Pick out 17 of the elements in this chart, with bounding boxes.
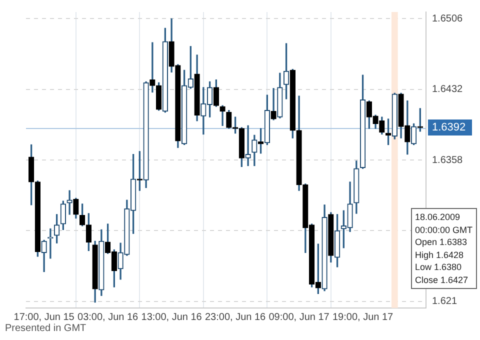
text: Presented in GMT — [5, 323, 86, 334]
x-tick-label: 19:00, Jun 17 — [332, 312, 394, 323]
candlestick — [220, 105, 226, 126]
candlestick — [66, 190, 72, 215]
x-tick-label: 13:00, Jun 16 — [141, 312, 202, 323]
annotation: 18.06.2009 00:00:00 GMT Open 1.6383 High 1.6428 Low 1.6380 Close 1.6427 — [411, 208, 477, 289]
y-tick-label: 1.6432 — [432, 84, 464, 96]
x-tick-label: 03:00, Jun 16 — [78, 312, 139, 323]
candlestick — [150, 42, 156, 93]
x-tick-label: 17:00, Jun 15 — [14, 312, 75, 323]
candlestick — [245, 125, 251, 166]
y-tick-label: 1.621 — [432, 296, 458, 308]
ref-line-label: 1.6392 — [432, 122, 466, 134]
y-tick-label: 1.6506 — [432, 13, 464, 24]
y-tick-label: 1.6358 — [432, 154, 464, 166]
x-tick-label: 23:00, Jun 16 — [204, 312, 266, 323]
x-tick-label: 09:00, Jun 17 — [268, 312, 330, 323]
